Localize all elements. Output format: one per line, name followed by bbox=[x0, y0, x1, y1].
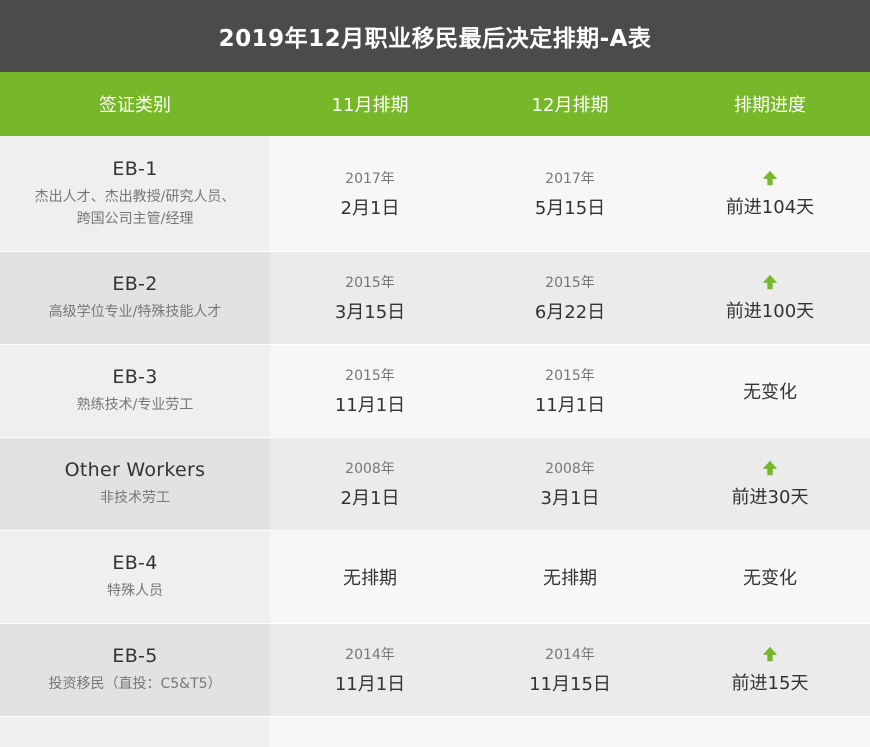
visa-category-desc-line: 投资移民（直投：C5&T5） bbox=[48, 676, 222, 692]
progress-text: 前进100天 bbox=[725, 301, 815, 322]
visa-category-desc: 特殊人员 bbox=[91, 580, 179, 602]
november-date-cell: 2008年 2月1日 bbox=[270, 438, 470, 530]
november-date-cell: 2014年 11月1日 bbox=[270, 624, 470, 716]
visa-category-cell: EB-4 特殊人员 bbox=[0, 531, 270, 623]
progress-text: 前进104天 bbox=[725, 196, 815, 218]
visa-category-code: EB-1 bbox=[112, 157, 158, 180]
visa-category-cell: EB-2 高级学位专业/特殊技能人才 bbox=[0, 252, 270, 344]
up-arrow-icon bbox=[762, 646, 778, 662]
visa-category-desc: 投资移民（直投：C5&T5） bbox=[32, 673, 237, 695]
visa-category-code: Other Workers bbox=[64, 459, 206, 481]
date-year: 2017年 bbox=[345, 170, 395, 187]
visa-category-cell: EB-3 熟练技术/专业劳工 bbox=[0, 345, 270, 437]
november-date-cell: 无排期 bbox=[270, 531, 470, 623]
progress-cell: 无变化 bbox=[670, 531, 870, 623]
date-year: 2017年 bbox=[545, 170, 595, 187]
visa-category-cell bbox=[0, 717, 270, 747]
table-row: EB-3 熟练技术/专业劳工 2015年 11月1日 2015年 11月1日 无变化 bbox=[0, 345, 870, 438]
visa-category-desc: 熟练技术/专业劳工 bbox=[61, 394, 210, 416]
november-date-cell: 2015年 11月1日 bbox=[270, 345, 470, 437]
progress-cell: 无变化 bbox=[670, 345, 870, 437]
date-year: 2014年 bbox=[545, 647, 595, 663]
date-day: 11月1日 bbox=[534, 395, 606, 416]
date-day: 3月15日 bbox=[334, 302, 406, 323]
date-year: 2008年 bbox=[545, 461, 595, 477]
visa-category-cell: EB-5 投资移民（直投：C5&T5） bbox=[0, 624, 270, 716]
december-date-cell: 2017年 5月15日 bbox=[470, 136, 670, 251]
date-year: 2015年 bbox=[545, 275, 595, 291]
progress-text: 无变化 bbox=[743, 568, 797, 589]
date-day: 11月15日 bbox=[529, 674, 611, 695]
up-arrow-icon bbox=[762, 170, 778, 185]
date-day: 2月1日 bbox=[340, 197, 400, 219]
visa-category-desc-line: 特殊人员 bbox=[107, 583, 163, 599]
visa-category-desc-line: 非技术劳工 bbox=[100, 490, 170, 506]
december-date-cell: 2008年 3月1日 bbox=[470, 438, 670, 530]
date-day: 11月1日 bbox=[334, 395, 406, 416]
header-november: 11月排期 bbox=[331, 95, 409, 116]
header-progress: 排期进度 bbox=[734, 95, 806, 116]
december-date-cell: 2015年 6月22日 bbox=[470, 252, 670, 344]
date-year: 2015年 bbox=[545, 368, 595, 384]
december-date-cell: 2015年 11月1日 bbox=[470, 345, 670, 437]
table-row-partial bbox=[0, 717, 870, 747]
header-category: 签证类别 bbox=[99, 95, 171, 116]
visa-category-desc-line: 熟练技术/专业劳工 bbox=[76, 397, 194, 413]
december-date-cell: 2014年 11月15日 bbox=[470, 624, 670, 716]
visa-category-code: EB-5 bbox=[112, 645, 158, 667]
visa-category-cell: Other Workers 非技术劳工 bbox=[0, 438, 270, 530]
visa-category-desc-line: 杰出人才、杰出教授/研究人员、 bbox=[34, 188, 236, 205]
page-title: 2019年12月职业移民最后决定排期-A表 bbox=[0, 0, 870, 72]
table-row: EB-5 投资移民（直投：C5&T5） 2014年 11月1日 2014年 11月15日 前… bbox=[0, 624, 870, 717]
visa-category-code: EB-2 bbox=[112, 273, 158, 295]
date-year: 2008年 bbox=[345, 461, 395, 477]
no-priority-date: 无排期 bbox=[343, 568, 397, 589]
progress-cell: 前进100天 bbox=[670, 252, 870, 344]
table-header: 签证类别 11月排期 12月排期 排期进度 bbox=[0, 72, 870, 136]
date-year: 2015年 bbox=[345, 368, 395, 384]
date-day: 6月22日 bbox=[534, 302, 606, 323]
visa-category-desc: 杰出人才、杰出教授/研究人员、 跨国公司主管/经理 bbox=[19, 186, 252, 230]
progress-cell: 前进104天 bbox=[670, 136, 870, 251]
up-arrow-icon bbox=[762, 274, 778, 290]
visa-category-desc-line: 高级学位专业/特殊技能人才 bbox=[48, 304, 222, 320]
table-body: EB-1 杰出人才、杰出教授/研究人员、 跨国公司主管/经理 2017年 2月1日 201… bbox=[0, 136, 870, 747]
progress-text: 前进15天 bbox=[731, 673, 809, 694]
no-priority-date: 无排期 bbox=[543, 568, 597, 589]
visa-category-code: EB-3 bbox=[112, 366, 158, 388]
date-year: 2015年 bbox=[345, 275, 395, 291]
november-date-cell bbox=[270, 717, 470, 747]
progress-cell bbox=[670, 717, 870, 747]
header-december: 12月排期 bbox=[531, 95, 609, 116]
progress-text: 前进30天 bbox=[731, 487, 809, 508]
date-day: 2月1日 bbox=[340, 488, 400, 509]
table-row: EB-1 杰出人才、杰出教授/研究人员、 跨国公司主管/经理 2017年 2月1日 201… bbox=[0, 136, 870, 252]
visa-category-code: EB-4 bbox=[112, 552, 158, 574]
november-date-cell: 2017年 2月1日 bbox=[270, 136, 470, 251]
december-date-cell bbox=[470, 717, 670, 747]
visa-category-desc: 高级学位专业/特殊技能人才 bbox=[33, 301, 238, 323]
date-day: 11月1日 bbox=[334, 674, 406, 695]
up-arrow-icon bbox=[762, 460, 778, 476]
table-row: EB-4 特殊人员 无排期 无排期 无变化 bbox=[0, 531, 870, 624]
date-year: 2014年 bbox=[345, 647, 395, 663]
table-row: EB-2 高级学位专业/特殊技能人才 2015年 3月15日 2015年 6月22日 前进1… bbox=[0, 252, 870, 345]
december-date-cell: 无排期 bbox=[470, 531, 670, 623]
date-day: 3月1日 bbox=[540, 488, 600, 509]
november-date-cell: 2015年 3月15日 bbox=[270, 252, 470, 344]
progress-cell: 前进30天 bbox=[670, 438, 870, 530]
visa-category-cell: EB-1 杰出人才、杰出教授/研究人员、 跨国公司主管/经理 bbox=[0, 136, 270, 251]
visa-category-desc-line: 跨国公司主管/经理 bbox=[76, 210, 194, 227]
date-day: 5月15日 bbox=[534, 197, 606, 219]
progress-cell: 前进15天 bbox=[670, 624, 870, 716]
progress-text: 无变化 bbox=[743, 382, 797, 403]
visa-category-desc: 非技术劳工 bbox=[84, 487, 186, 509]
table-row: Other Workers 非技术劳工 2008年 2月1日 2008年 3月1日 前进30… bbox=[0, 438, 870, 531]
